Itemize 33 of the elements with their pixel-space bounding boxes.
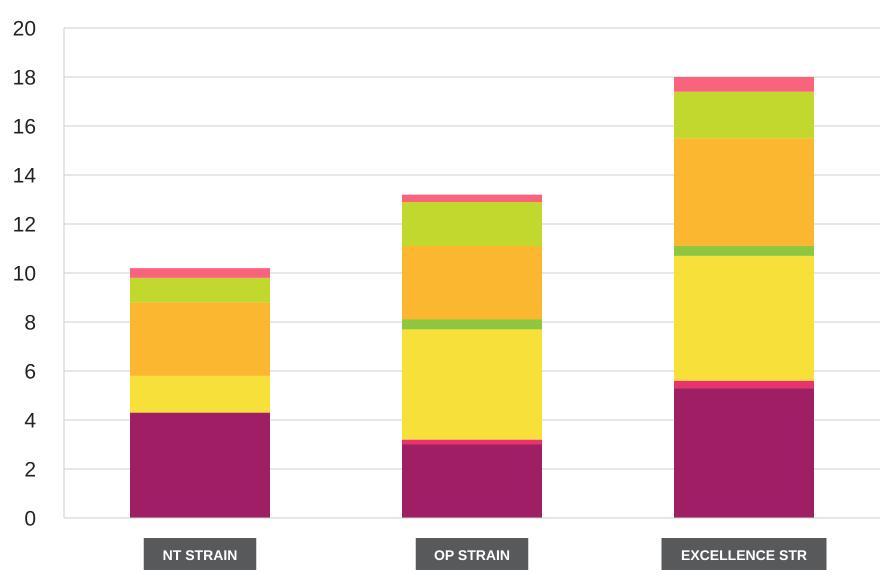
bar bbox=[402, 440, 542, 444]
bar bbox=[402, 329, 542, 440]
y-tick-label: 6 bbox=[24, 360, 36, 384]
bar bbox=[402, 320, 542, 330]
x-tick-label: EXCELLENCE STR bbox=[680, 547, 808, 563]
y-tick-label: 2 bbox=[24, 458, 36, 482]
bar bbox=[674, 92, 814, 138]
x-tick-label: OP STRAIN bbox=[434, 547, 510, 563]
y-tick-label: 20 bbox=[12, 17, 36, 40]
bar bbox=[674, 256, 814, 381]
y-tick-label: 18 bbox=[12, 66, 36, 90]
bar bbox=[674, 380, 814, 388]
y-tick-label: 8 bbox=[24, 311, 36, 334]
bar bbox=[674, 77, 814, 92]
y-tick-label: 10 bbox=[12, 262, 36, 286]
bar bbox=[402, 246, 542, 320]
bar bbox=[130, 412, 270, 518]
bar bbox=[130, 302, 270, 376]
y-tick-label: 14 bbox=[12, 164, 36, 188]
y-tick-label: 12 bbox=[12, 213, 36, 236]
bar bbox=[674, 246, 814, 256]
bar bbox=[130, 268, 270, 278]
bar bbox=[130, 376, 270, 413]
bar bbox=[402, 444, 542, 518]
bar bbox=[130, 278, 270, 302]
bar bbox=[402, 202, 542, 246]
y-tick-label: 4 bbox=[24, 409, 36, 432]
bar bbox=[402, 194, 542, 202]
y-tick-label: 16 bbox=[12, 115, 36, 138]
x-tick-label: NT STRAIN bbox=[162, 547, 238, 563]
bar bbox=[674, 138, 814, 246]
bar bbox=[674, 388, 814, 518]
y-tick-label: 0 bbox=[24, 507, 36, 530]
